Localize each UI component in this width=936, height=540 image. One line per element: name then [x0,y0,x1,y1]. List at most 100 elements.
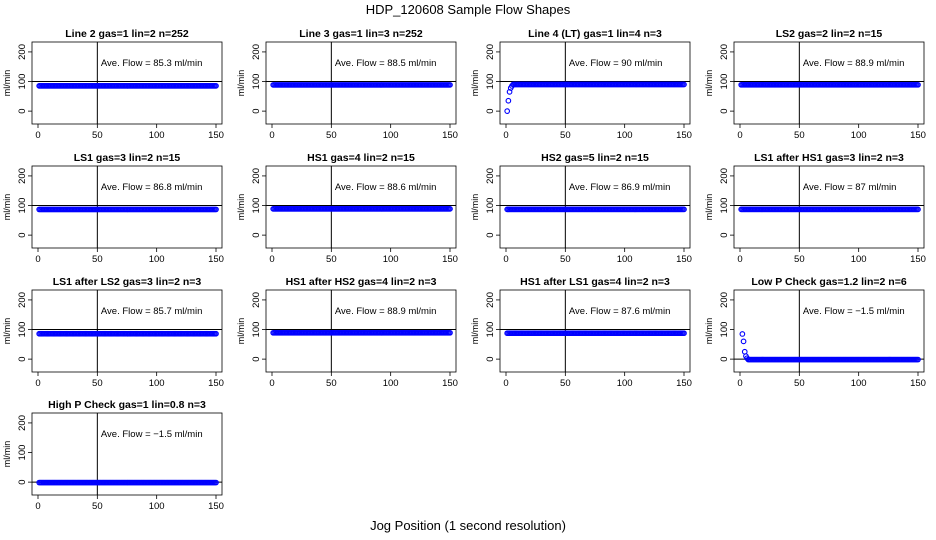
x-tick-label: 0 [269,254,274,265]
data-point [681,206,687,213]
x-tick-label: 0 [503,254,508,265]
y-tick-label: 200 [719,292,730,308]
y-tick-label: 100 [251,198,262,214]
chart-panel: LS1 after HS1 gas=3 lin=2 n=3 0 50 100 150 0 1… [704,152,926,265]
x-tick-label: 100 [617,254,633,265]
panel-frame [31,41,223,125]
x-tick-label: 0 [737,254,742,265]
x-tick-label: 150 [442,378,458,389]
panel-title: Line 4 (LT) gas=1 lin=4 n=3 [528,28,662,40]
panel-frame [499,41,691,125]
panel-frame [265,41,457,125]
x-tick-label: 100 [149,378,165,389]
x-tick-label: 150 [910,254,926,265]
data-point [447,206,453,212]
y-axis-label: ml/min [704,318,714,345]
y-tick-label: 200 [17,168,28,184]
y-axis-label: ml/min [2,194,12,221]
y-tick-label: 0 [17,356,28,361]
x-tick-label: 100 [383,378,399,389]
chart-panel: Low P Check gas=1.2 lin=2 n=6 0 50 100 150 0 1… [704,276,926,389]
x-tick-label: 150 [208,130,224,141]
x-tick-label: 50 [92,130,103,141]
y-tick-label: 200 [719,168,730,184]
data-point [213,479,219,486]
panel-title: LS1 gas=3 lin=2 n=15 [74,152,181,164]
y-tick-label: 100 [251,322,262,338]
y-tick-label: 100 [17,74,28,90]
panel-frame [733,41,925,125]
panel-frame [733,165,925,249]
y-tick-label: 0 [17,232,28,237]
page-title: HDP_120608 Sample Flow Shapes [365,2,571,17]
panel-title: Line 2 gas=1 lin=2 n=252 [65,28,189,40]
data-point [681,81,687,88]
data-point [213,206,219,213]
panel-title: Line 3 gas=1 lin=3 n=252 [299,28,423,40]
y-tick-label: 0 [719,356,730,361]
y-tick-label: 200 [485,292,496,308]
data-point [447,329,453,336]
y-tick-label: 100 [17,198,28,214]
chart-panel: HS1 after LS1 gas=4 lin=2 n=3 0 50 100 150 0 1… [470,276,692,389]
y-axis-label: ml/min [704,70,714,97]
x-tick-label: 150 [442,130,458,141]
y-tick-label: 0 [251,356,262,361]
x-tick-label: 50 [794,378,805,389]
y-tick-label: 100 [485,322,496,338]
panel-title: HS1 gas=4 lin=2 n=15 [307,152,415,164]
data-point [447,82,453,88]
x-tick-label: 100 [617,130,633,141]
y-tick-label: 0 [485,356,496,361]
x-tick-label: 0 [737,378,742,389]
x-tick-label: 50 [794,254,805,265]
y-tick-label: 0 [251,232,262,237]
y-axis-label: ml/min [236,194,246,221]
x-tick-label: 0 [35,254,40,265]
chart-panel: LS2 gas=2 lin=2 n=15 0 50 100 150 0 100 200 ml/m… [704,28,926,141]
panel-title: HS1 after HS2 gas=4 lin=2 n=3 [286,276,437,288]
x-tick-label: 0 [35,378,40,389]
average-flow-label: Ave. Flow = 88.9 ml/min [803,58,904,69]
panel-title: HS2 gas=5 lin=2 n=15 [541,152,649,164]
average-flow-label: Ave. Flow = 88.6 ml/min [335,182,436,193]
x-tick-label: 0 [503,130,508,141]
y-axis-label: ml/min [2,441,12,468]
y-tick-label: 200 [719,44,730,60]
x-tick-label: 150 [442,254,458,265]
panel-frame [733,289,925,373]
y-tick-label: 200 [251,292,262,308]
x-tick-label: 100 [851,254,867,265]
y-axis-label: ml/min [704,194,714,221]
x-tick-label: 50 [326,378,337,389]
x-tick-label: 0 [269,130,274,141]
y-tick-label: 0 [719,232,730,237]
x-tick-label: 100 [149,130,165,141]
x-tick-label: 50 [560,254,571,265]
data-point [915,81,921,88]
x-tick-label: 50 [326,254,337,265]
x-tick-label: 50 [92,254,103,265]
panel-frame [265,289,457,373]
y-tick-label: 0 [485,108,496,113]
x-tick-label: 50 [92,501,103,512]
panel-title: LS1 after HS1 gas=3 lin=2 n=3 [754,152,904,164]
y-tick-label: 0 [485,232,496,237]
y-tick-label: 0 [719,108,730,113]
x-tick-label: 150 [676,254,692,265]
chart-panel: Line 4 (LT) gas=1 lin=4 n=3 0 50 100 150 0 100… [470,28,692,141]
chart-panel: LS1 after LS2 gas=3 lin=2 n=3 0 50 100 150 0 1… [2,276,224,389]
panel-frame [265,165,457,249]
data-point [213,330,219,337]
chart-panel: HS1 after HS2 gas=4 lin=2 n=3 0 50 100 150 0 1… [236,276,458,389]
panel-frame [499,165,691,249]
chart-panel: Line 2 gas=1 lin=2 n=252 0 50 100 150 0 100 200… [2,28,224,141]
data-point [915,206,921,213]
x-tick-label: 50 [92,378,103,389]
x-tick-label: 100 [383,254,399,265]
x-tick-label: 150 [910,378,926,389]
data-point [504,108,511,114]
x-tick-label: 100 [617,378,633,389]
x-tick-label: 0 [35,130,40,141]
y-axis-label: ml/min [470,194,480,221]
